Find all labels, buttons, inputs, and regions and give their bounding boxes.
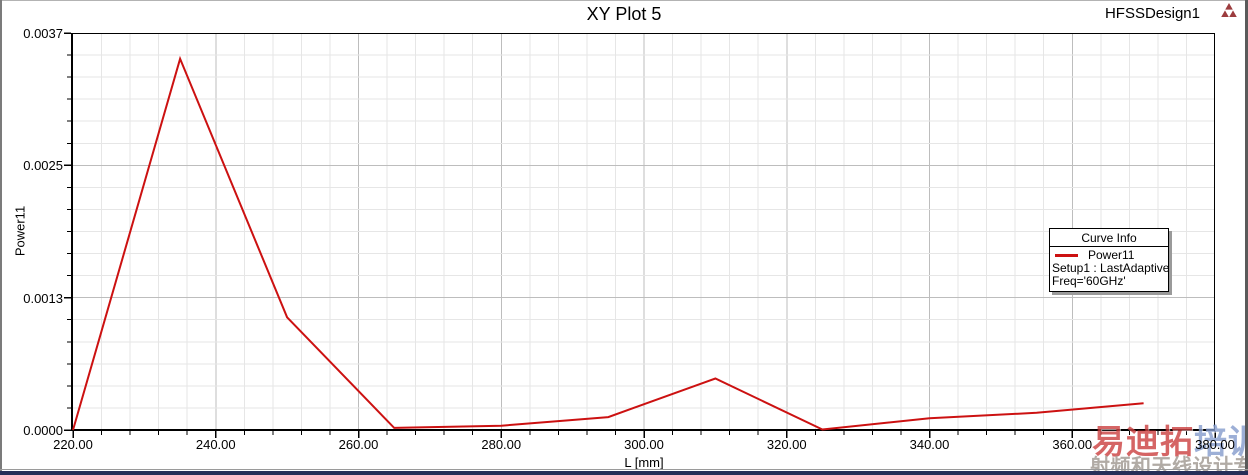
watermark-brand: 易迪拓培训 xyxy=(1092,415,1248,463)
y-tick-label: 0.0037 xyxy=(23,26,63,41)
x-tick-label: 280.00 xyxy=(481,437,522,452)
window-border-bottom-line xyxy=(0,469,1248,470)
x-tick-label: 340.00 xyxy=(909,437,950,452)
page-title: XY Plot 5 xyxy=(586,4,662,24)
x-tick-label: 300.00 xyxy=(624,437,664,452)
window-border-top xyxy=(0,0,1248,1)
legend-setup-line: Setup1 : LastAdaptive xyxy=(1052,261,1170,275)
watermark-tagline: 射频和天线设计专家 xyxy=(1090,456,1248,475)
watermark-brand-blue: 培训 xyxy=(1194,423,1248,460)
x-axis-title: L [mm] xyxy=(624,455,664,470)
y-tick-label: 0.0013 xyxy=(23,290,63,306)
power11-curve xyxy=(72,55,1144,431)
watermark-brand-red: 易迪拓 xyxy=(1092,423,1194,460)
legend-box[interactable]: Curve Info Power11 Setup1 : LastAdaptive… xyxy=(1049,228,1169,292)
x-tick-label: 220.00 xyxy=(53,437,93,452)
design-name-label: HFSSDesign1 xyxy=(1104,5,1200,22)
x-tick-label: 260.00 xyxy=(338,437,379,452)
legend-freq-line: Freq='60GHz' xyxy=(1052,274,1126,288)
x-tick-label: 380.00 xyxy=(1195,437,1235,452)
legend-curve-name: Power11 xyxy=(1088,248,1135,262)
y-tick-label: 0.0000 xyxy=(23,423,63,438)
x-tick-label: 360.00 xyxy=(1052,437,1093,452)
window-border-bottom-bar xyxy=(0,471,1248,475)
legend-entry: Power11 xyxy=(1050,247,1168,262)
curve-swatch xyxy=(1055,254,1078,257)
x-tick-label: 240.00 xyxy=(195,437,236,452)
y-tick-label: 0.0025 xyxy=(23,158,63,174)
ansoft-triangle-icon xyxy=(1221,3,1237,22)
x-tick-label: 320.00 xyxy=(766,437,807,452)
window-border-right xyxy=(1245,0,1248,475)
window-border-left xyxy=(0,0,2,475)
legend-header: Curve Info xyxy=(1050,229,1168,247)
y-axis-title: Power11 xyxy=(12,205,28,257)
